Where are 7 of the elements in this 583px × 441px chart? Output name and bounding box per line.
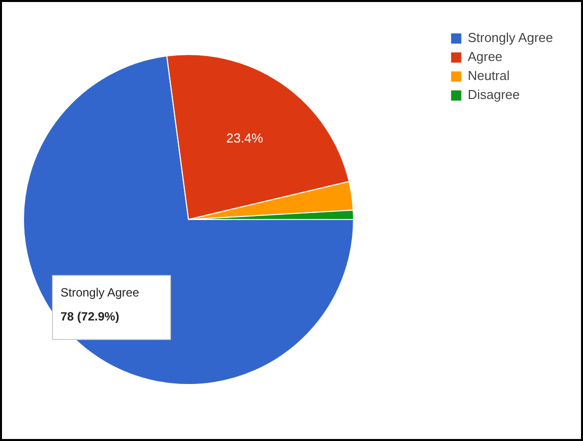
data-label: 78 (72.9%) [60, 310, 120, 324]
legend-label: Agree [468, 49, 502, 64]
legend-label: Disagree [468, 87, 520, 102]
data-label: 23.4% [226, 130, 264, 146]
legend-label: Strongly Agree [468, 30, 553, 45]
slice-label: Strongly Agree [60, 286, 140, 300]
legend-label: Neutral [468, 68, 510, 83]
